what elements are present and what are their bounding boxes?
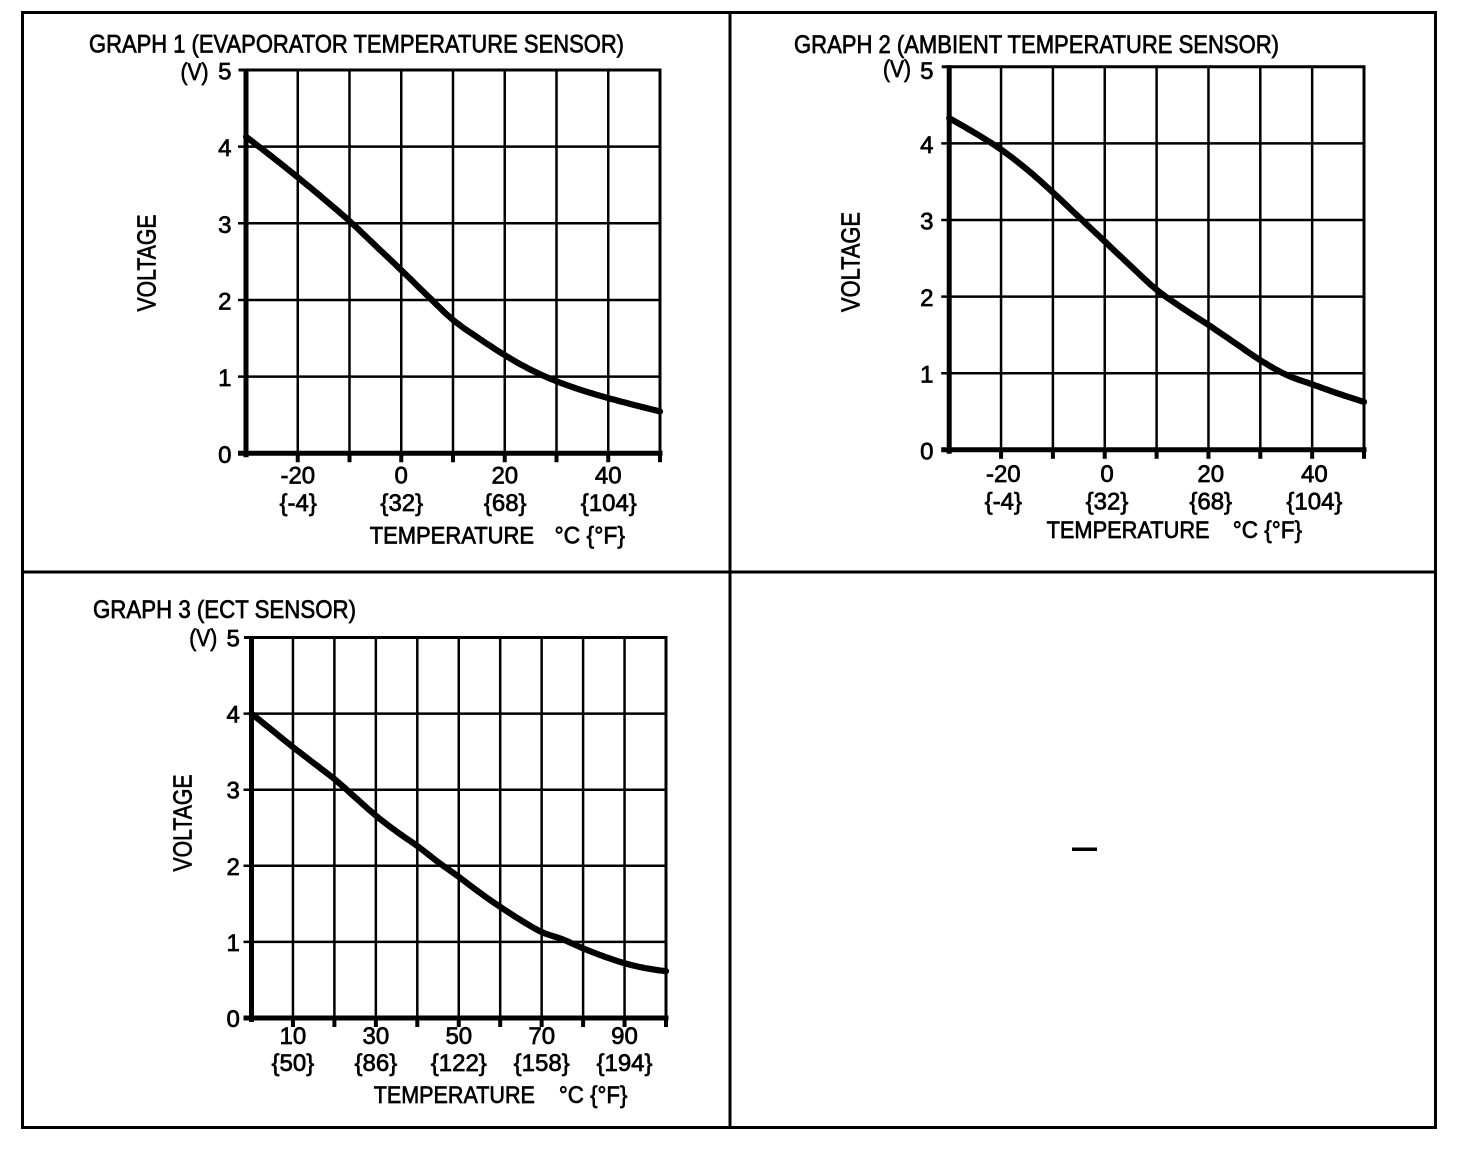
- svg-text:0: 0: [1100, 461, 1113, 488]
- svg-text:{104}: {104}: [581, 490, 637, 517]
- svg-text:{-4}: {-4}: [985, 488, 1022, 515]
- svg-text:{158}: {158}: [514, 1050, 570, 1077]
- svg-text:°C {°F}: °C {°F}: [559, 1082, 628, 1109]
- svg-text:{86}: {86}: [355, 1050, 398, 1077]
- svg-text:3: 3: [920, 209, 933, 236]
- svg-text:{68}: {68}: [1189, 488, 1232, 515]
- svg-text:{32}: {32}: [1086, 488, 1129, 515]
- svg-text:10: 10: [280, 1023, 307, 1050]
- svg-text:40: 40: [1301, 461, 1328, 488]
- svg-text:GRAPH 2 (AMBIENT TEMPERATURE S: GRAPH 2 (AMBIENT TEMPERATURE SENSOR): [794, 31, 1279, 59]
- svg-text:4: 4: [226, 702, 239, 729]
- svg-text:4: 4: [218, 135, 231, 162]
- svg-text:{-4}: {-4}: [280, 490, 317, 517]
- svg-text:50: 50: [445, 1023, 472, 1050]
- svg-text:20: 20: [491, 463, 518, 490]
- svg-text:VOLTAGE: VOLTAGE: [168, 775, 198, 872]
- svg-text:{68}: {68}: [484, 490, 527, 517]
- svg-text:{194}: {194}: [596, 1050, 652, 1077]
- svg-text:GRAPH 3 (ECT SENSOR): GRAPH 3 (ECT SENSOR): [93, 596, 356, 624]
- svg-text:1: 1: [218, 365, 231, 392]
- svg-text:{32}: {32}: [380, 490, 423, 517]
- svg-text:{122}: {122}: [431, 1050, 487, 1077]
- svg-text:4: 4: [920, 132, 933, 159]
- svg-text:2: 2: [218, 289, 231, 316]
- svg-text:3: 3: [226, 778, 239, 805]
- svg-text:0: 0: [395, 463, 408, 490]
- svg-text:0: 0: [226, 1006, 239, 1033]
- svg-text:{104}: {104}: [1286, 488, 1342, 515]
- svg-text:GRAPH 1 (EVAPORATOR TEMPERATUR: GRAPH 1 (EVAPORATOR TEMPERATURE SENSOR): [89, 31, 624, 59]
- svg-text:VOLTAGE: VOLTAGE: [835, 212, 865, 312]
- svg-text:TEMPERATURE: TEMPERATURE: [374, 1082, 535, 1109]
- svg-text:5: 5: [226, 626, 239, 653]
- svg-text:-20: -20: [986, 461, 1021, 488]
- svg-text:°C {°F}: °C {°F}: [1233, 517, 1302, 544]
- svg-text:VOLTAGE: VOLTAGE: [132, 215, 162, 312]
- svg-text:(V): (V): [181, 59, 209, 86]
- svg-text:2: 2: [226, 854, 239, 881]
- svg-text:5: 5: [218, 59, 231, 86]
- svg-text:TEMPERATURE: TEMPERATURE: [1047, 517, 1210, 544]
- svg-text:-20: -20: [280, 463, 315, 490]
- svg-text:40: 40: [595, 463, 622, 490]
- svg-text:0: 0: [218, 442, 231, 469]
- svg-text:TEMPERATURE: TEMPERATURE: [370, 522, 534, 549]
- svg-text:°C {°F}: °C {°F}: [555, 522, 626, 549]
- svg-text:{50}: {50}: [272, 1050, 315, 1077]
- svg-text:70: 70: [528, 1023, 555, 1050]
- svg-text:5: 5: [920, 58, 933, 85]
- svg-text:3: 3: [218, 212, 231, 239]
- svg-text:(V): (V): [189, 625, 217, 652]
- svg-text:20: 20: [1197, 461, 1224, 488]
- svg-text:90: 90: [611, 1023, 638, 1050]
- svg-text:30: 30: [363, 1023, 390, 1050]
- svg-text:1: 1: [226, 930, 239, 957]
- svg-text:2: 2: [920, 285, 933, 312]
- svg-text:0: 0: [920, 438, 933, 465]
- svg-text:1: 1: [920, 362, 933, 389]
- svg-text:(V): (V): [883, 56, 911, 83]
